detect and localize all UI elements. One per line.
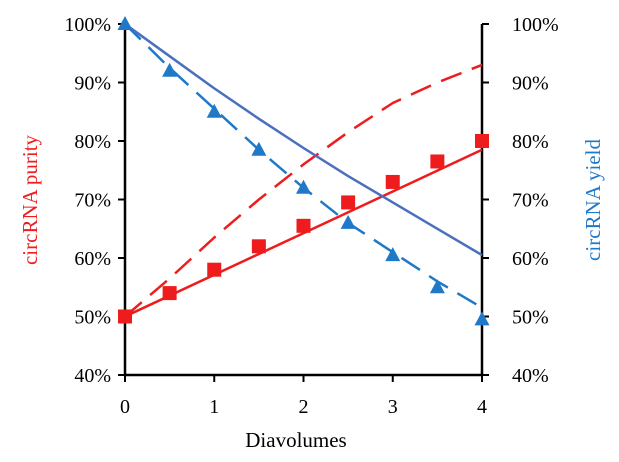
- right-y-tick-label: 80%: [512, 131, 549, 153]
- purity_measured-point: [162, 286, 177, 301]
- left-y-tick-label: 40%: [74, 365, 111, 387]
- x-tick-label: 4: [477, 396, 487, 418]
- x-axis-title: Diavolumes: [245, 428, 346, 452]
- purity_model-line: [124, 63, 483, 318]
- purity_measured-point: [385, 174, 400, 189]
- yield_measured-point: [296, 179, 311, 194]
- right-y-tick-label: 60%: [512, 248, 549, 270]
- purity_measured-point: [475, 134, 489, 148]
- right-y-tick-label: 90%: [512, 73, 549, 95]
- left-y-axis-title: circRNA purity: [18, 134, 42, 265]
- purity_measured-point: [341, 195, 356, 210]
- purity_measured-point: [207, 262, 222, 277]
- yield_measured-point: [117, 16, 133, 30]
- left-y-tick-label: 90%: [74, 73, 111, 95]
- yield_measured-point: [162, 62, 178, 77]
- yield_measured-point: [251, 141, 267, 156]
- purity_fit-line: [124, 148, 483, 318]
- purity_measured-point: [430, 154, 445, 169]
- left-y-tick-label: 70%: [74, 190, 111, 212]
- right-y-tick-label: 100%: [512, 14, 559, 36]
- x-tick-label: 3: [388, 396, 398, 418]
- left-y-tick-label: 100%: [64, 14, 111, 36]
- left-y-tick-label: 80%: [74, 131, 111, 153]
- left-y-tick-label: 60%: [74, 248, 111, 270]
- purity_measured-point: [251, 239, 266, 254]
- x-tick-label: 2: [299, 396, 309, 418]
- series-layer: [117, 16, 490, 326]
- purity_measured-point: [118, 309, 132, 324]
- left-y-tick-label: 50%: [74, 307, 111, 329]
- yield_measured-point: [385, 247, 401, 262]
- yield_model-line: [124, 22, 483, 257]
- right-y-tick-label: 50%: [512, 307, 549, 329]
- yield_measured-point: [206, 103, 222, 118]
- yield_measured-point: [340, 214, 356, 229]
- x-tick-label: 0: [120, 396, 130, 418]
- right-y-axis-title: circRNA yield: [581, 139, 605, 261]
- purity_measured-point: [296, 218, 311, 233]
- yield_measured-point: [429, 279, 445, 294]
- x-tick-label: 1: [209, 396, 219, 418]
- ticks-layer: 40% 50% 60% 70% 80% 90% 100% 40% 50% 60% 70% 80% 90%…: [64, 14, 558, 418]
- right-y-tick-label: 70%: [512, 190, 549, 212]
- right-y-tick-label: 40%: [512, 365, 549, 387]
- yield_measured-point: [474, 311, 490, 326]
